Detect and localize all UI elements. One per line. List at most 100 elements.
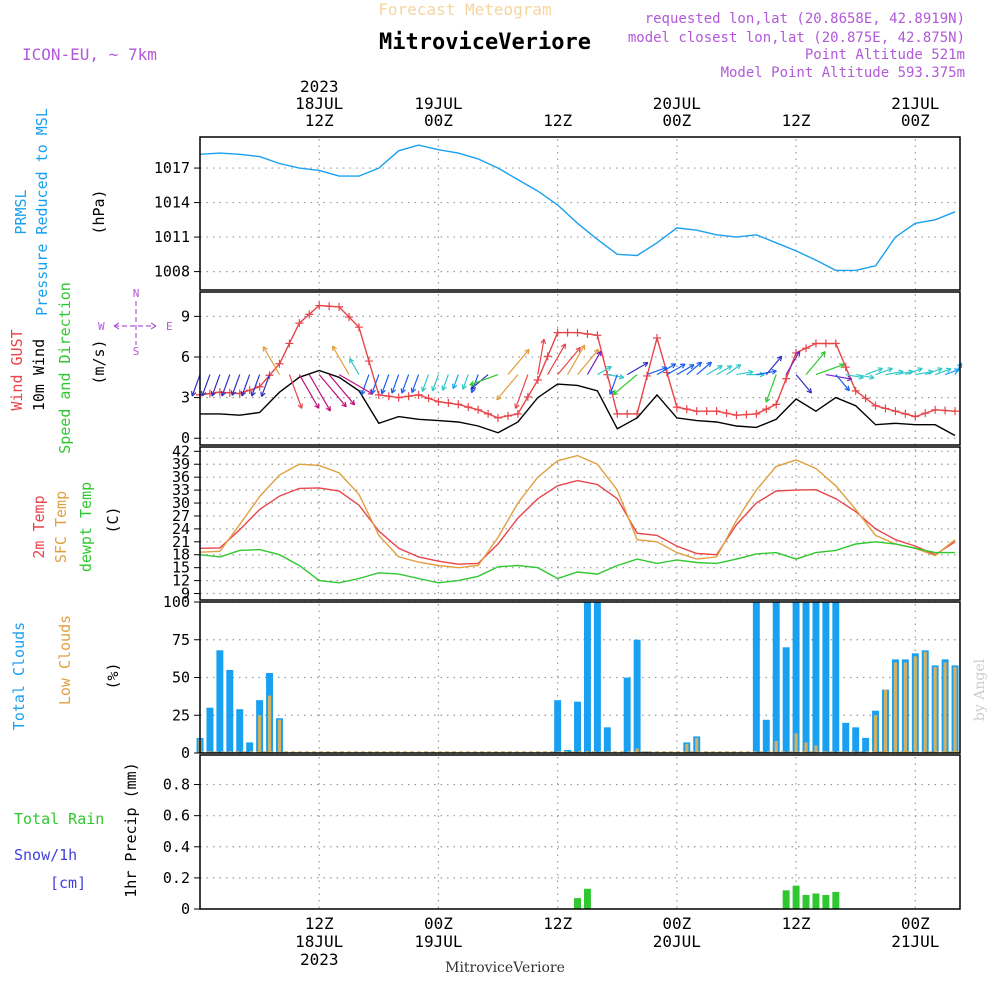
y-tick-label: 42 bbox=[172, 442, 190, 460]
total-rain-bar bbox=[583, 888, 591, 909]
wind-arrow-shaft bbox=[865, 367, 883, 376]
wind-arrow bbox=[547, 343, 567, 375]
wind-arrow bbox=[607, 374, 625, 380]
gust-marker bbox=[941, 406, 950, 415]
wind-arrow bbox=[250, 374, 261, 397]
total-clouds-bar bbox=[862, 737, 870, 753]
wind-arrow bbox=[469, 374, 499, 387]
gust-marker bbox=[811, 339, 820, 348]
gust-marker bbox=[404, 392, 413, 401]
wind-arrow-shaft bbox=[567, 344, 586, 375]
total-clouds-bar bbox=[216, 650, 224, 753]
wind-arrow bbox=[835, 374, 850, 392]
wind-arrow-head bbox=[380, 388, 386, 395]
y-tick-label: 27 bbox=[172, 507, 190, 525]
time-label-top: 00Z bbox=[901, 111, 930, 130]
wind-arrow bbox=[666, 363, 686, 376]
wind-arrow-head bbox=[735, 364, 742, 370]
wind-arrow-shaft bbox=[609, 374, 618, 395]
gust-marker bbox=[434, 397, 443, 406]
total-clouds-bar bbox=[782, 647, 790, 753]
total-clouds-bar bbox=[236, 709, 244, 753]
total-clouds-bar bbox=[593, 602, 601, 753]
wind-arrow-shaft bbox=[686, 361, 702, 376]
wind-arrow-head bbox=[680, 363, 686, 369]
wind-arrow-shaft bbox=[765, 355, 783, 375]
panel-frame bbox=[199, 291, 961, 446]
wind-arrow-head bbox=[606, 365, 612, 372]
wind-arrow bbox=[262, 346, 280, 375]
svg-text:E: E bbox=[166, 320, 173, 333]
wind-arrow bbox=[656, 363, 677, 376]
time-label-top: 12Z bbox=[543, 111, 572, 130]
wind-arrow-head bbox=[250, 390, 256, 397]
wind-arrow bbox=[726, 364, 742, 376]
gust-marker bbox=[335, 302, 344, 311]
wind-arrow-shaft bbox=[835, 374, 850, 392]
wind-arrow-shaft bbox=[298, 374, 320, 409]
wind-arrow-head bbox=[260, 391, 266, 398]
wind-arrow bbox=[328, 374, 356, 406]
y-tick-label: 0.8 bbox=[163, 776, 190, 794]
wind-arrow-head bbox=[575, 346, 581, 353]
wind-arrow-shaft bbox=[514, 374, 529, 409]
time-label-bottom: 12Z bbox=[543, 914, 572, 933]
wind-arrow-shaft bbox=[706, 365, 723, 376]
gust-marker bbox=[414, 390, 423, 399]
wind-arrow bbox=[795, 374, 813, 394]
precip-unit: 1hr Precip (mm) bbox=[122, 762, 140, 897]
total-rain-bar bbox=[832, 891, 840, 909]
y-tick-label: 0 bbox=[181, 429, 190, 447]
gust-marker bbox=[682, 405, 691, 414]
wind-arrow-head bbox=[696, 361, 703, 368]
wind-arrow-shaft bbox=[231, 374, 241, 396]
gust-marker bbox=[901, 409, 910, 418]
time-label-top: 20JUL bbox=[653, 94, 701, 113]
temperature-dewpt-temp-line bbox=[199, 541, 955, 584]
requested-coords: requested lon,lat (20.8658E, 42.8919N) bbox=[645, 11, 965, 27]
wind-arrow-shaft bbox=[716, 365, 732, 376]
total-clouds-bar bbox=[752, 602, 760, 753]
wind-arrow bbox=[331, 345, 350, 375]
wind-arrow-shaft bbox=[825, 374, 852, 380]
svg-text:W: W bbox=[98, 320, 105, 333]
panel-frame bbox=[199, 136, 961, 291]
wind-arrow-head bbox=[608, 389, 615, 395]
low-clouds-bar bbox=[873, 715, 878, 753]
gust-marker bbox=[573, 328, 582, 337]
wind-arrow-head bbox=[524, 348, 530, 355]
wind-arrow-shaft bbox=[411, 374, 420, 393]
wind-arrow-head bbox=[210, 390, 217, 397]
closest-coords: model closest lon,lat (20.875E, 42.875N) bbox=[628, 30, 965, 46]
wind-arrow-head bbox=[820, 351, 826, 357]
total-rain-bar bbox=[574, 898, 581, 909]
time-label-bottom: 00Z bbox=[662, 914, 691, 933]
wind-arrow-shaft bbox=[875, 367, 893, 376]
low-clouds-bar bbox=[804, 742, 808, 753]
y-tick-label: 25 bbox=[172, 706, 190, 724]
low-clouds-bar bbox=[794, 733, 798, 753]
compass-icon: N S W E bbox=[98, 287, 173, 358]
total-clouds-bar bbox=[842, 722, 850, 753]
wind-arrow-shaft bbox=[915, 370, 934, 376]
wind-arrow-shaft bbox=[666, 363, 686, 376]
wind-arrow bbox=[855, 374, 875, 380]
wind-arrow-head bbox=[421, 386, 427, 392]
total-rain-bar bbox=[782, 890, 790, 909]
temp-unit: (C) bbox=[104, 506, 122, 533]
wind-arrow bbox=[260, 374, 271, 398]
gust-marker bbox=[672, 403, 681, 412]
wind-arrow-shaft bbox=[557, 347, 581, 375]
wind-arrow bbox=[400, 374, 410, 394]
gust-marker bbox=[931, 405, 940, 414]
time-label-top: 21JUL bbox=[891, 94, 939, 113]
gust-marker bbox=[275, 359, 284, 368]
low-clouds-bar bbox=[635, 748, 639, 753]
wind-arrow-shaft bbox=[885, 370, 904, 376]
gust-marker bbox=[245, 386, 254, 395]
wind-arrow-shaft bbox=[845, 374, 864, 379]
subtitle: Forecast Meteogram bbox=[378, 0, 551, 19]
total-clouds-bar bbox=[822, 602, 830, 753]
time-label-bottom: 12Z bbox=[305, 914, 334, 933]
footer-location: MitroviceVeriore bbox=[445, 960, 565, 976]
